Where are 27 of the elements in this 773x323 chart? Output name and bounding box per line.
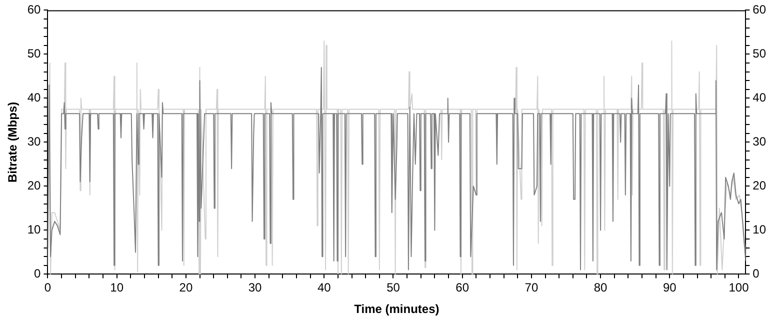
y-axis-title: Bitrate (Mbps) xyxy=(6,102,20,183)
x-tick-label: 60 xyxy=(456,280,470,295)
x-tick-label: 40 xyxy=(317,280,332,295)
y-tick-label: 40 xyxy=(27,90,42,105)
y2-tick-label: 60 xyxy=(752,2,766,17)
x-tick-label: 0 xyxy=(44,280,52,295)
y2-tick-label: 40 xyxy=(752,90,766,105)
y2-tick-label: 20 xyxy=(752,178,766,193)
y-tick-label: 60 xyxy=(27,2,42,17)
y-tick-label: 20 xyxy=(27,178,42,193)
y2-tick-label: 0 xyxy=(752,266,760,281)
x-tick-label: 20 xyxy=(179,280,193,295)
x-tick-label: 50 xyxy=(386,280,400,295)
x-tick-label: 10 xyxy=(110,280,124,295)
x-tick-label: 30 xyxy=(248,280,262,295)
x-tick-label: 100 xyxy=(728,280,750,295)
y2-tick-label: 10 xyxy=(752,222,766,237)
x-tick-label: 80 xyxy=(594,280,608,295)
y-tick-label: 0 xyxy=(34,266,42,281)
y-tick-label: 50 xyxy=(27,46,42,61)
x-tick-label: 70 xyxy=(524,280,538,295)
y2-tick-label: 50 xyxy=(752,46,766,61)
x-axis-title: Time (minutes) xyxy=(354,302,440,316)
y2-tick-label: 30 xyxy=(752,134,766,149)
y-tick-label: 30 xyxy=(27,134,42,149)
y-tick-label: 10 xyxy=(27,222,42,237)
x-tick-label: 90 xyxy=(662,280,677,295)
